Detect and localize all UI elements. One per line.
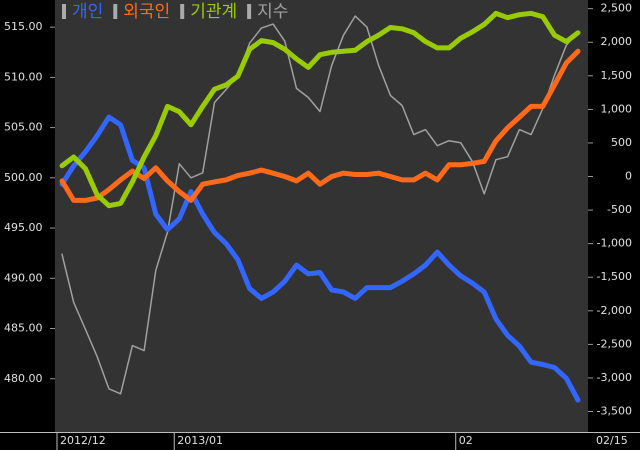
legend-label: 외국인 [123,2,170,22]
legend-marker [180,4,185,19]
y-tick-label: 510.00 [4,70,43,83]
x-tick-label: 02 [459,434,473,447]
y-tick-label: 480.00 [4,372,43,385]
y2-tick-label: -2,000 [597,304,632,317]
y2-tick-label: 0 [625,170,632,183]
y-tick-label: 500.00 [4,171,43,184]
y2-tick-label: 1,500 [601,69,633,82]
y-tick-label: 505.00 [4,121,43,134]
plot-area [55,0,588,432]
y2-tick-label: -3,000 [597,371,632,384]
y2-tick-label: -500 [607,203,632,216]
legend-label: 개인 [72,2,103,22]
legend-marker [247,4,252,19]
legend-label: 기관계 [190,2,237,22]
y-tick-label: 495.00 [4,221,43,234]
y-tick-label: 485.00 [4,322,43,335]
y2-tick-label: 2,000 [601,35,633,48]
y2-tick-label: 500 [611,136,632,149]
y2-tick-label: -3,500 [597,405,632,418]
series-line [59,10,581,209]
x-tick-label: 02/15 [596,434,628,447]
series-line [59,48,581,203]
y2-tick-label: -2,500 [597,337,632,350]
series-line [61,15,579,395]
legend-marker [62,4,66,19]
x-tick-label: 2013/01 [177,434,223,447]
y-tick-label: 490.00 [4,271,43,284]
y2-tick-label: 1,000 [601,102,633,115]
y2-tick-label: -1,000 [597,237,632,250]
y2-tick-label: 2,500 [601,2,633,15]
legend-marker [113,4,118,19]
y-tick-label: 515.00 [4,20,43,33]
series-line [59,114,581,403]
x-tick-label: 2012/12 [60,434,106,447]
y2-tick-label: -1,500 [597,270,632,283]
legend-label: 지수 [257,2,288,22]
